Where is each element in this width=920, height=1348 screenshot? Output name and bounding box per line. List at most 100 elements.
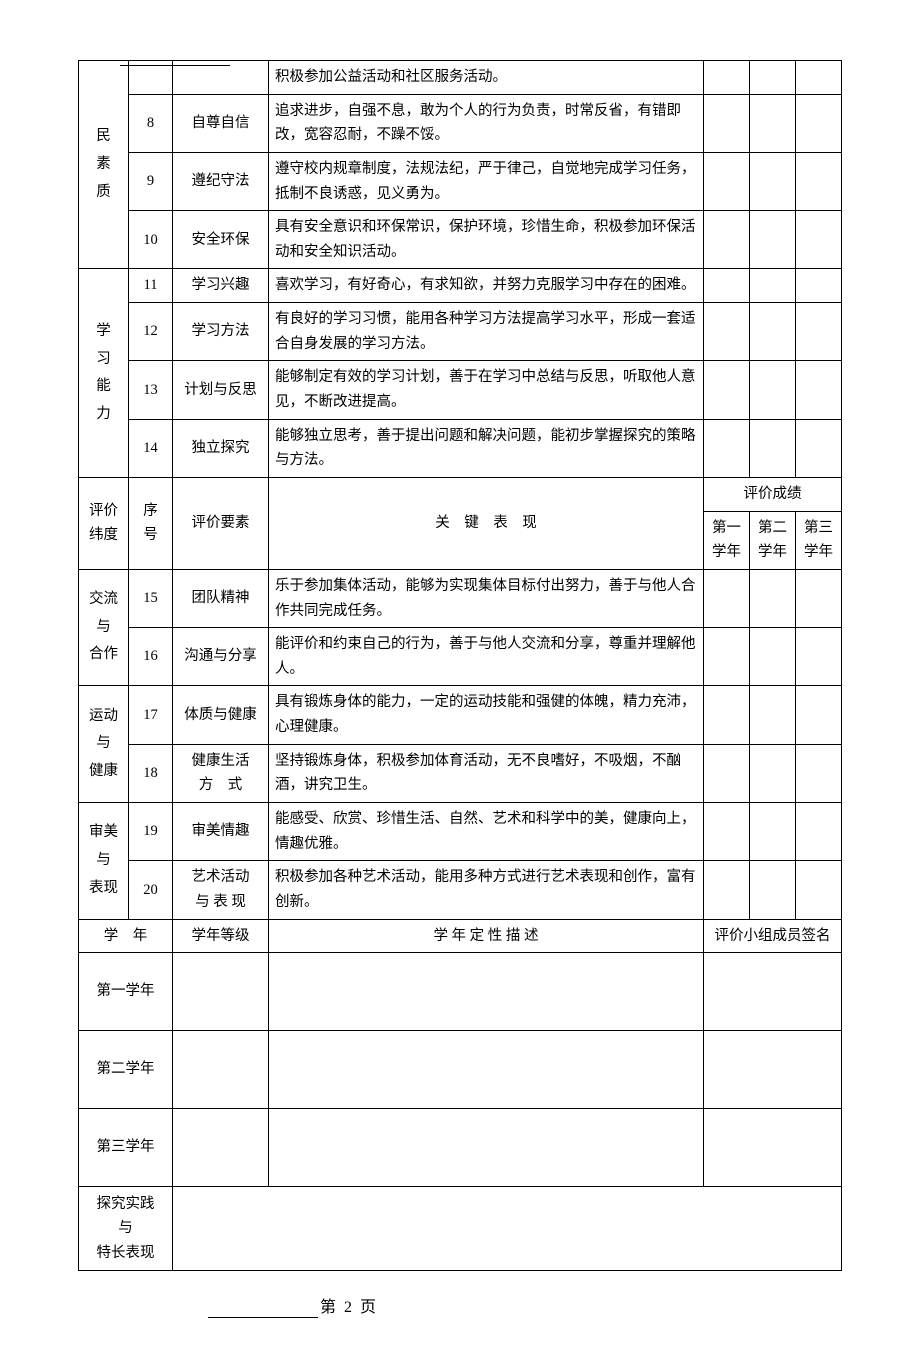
desc-cell: 积极参加各种艺术活动，能用多种方式进行艺术表现和创作，富有创新。 <box>269 861 704 919</box>
score-cell <box>704 803 750 861</box>
seq-cell: 9 <box>129 152 173 210</box>
desc-cell: 能够制定有效的学习计划，善于在学习中总结与反思，听取他人意见，不断改进提高。 <box>269 361 704 419</box>
score-cell <box>796 686 842 744</box>
table-header-row: 评价 纬度 序 号 评价要素 关 键 表 现 评价成绩 <box>79 477 842 511</box>
desc-cell: 坚持锻炼身体，积极参加体育活动，无不良嗜好，不吸烟，不酗酒，讲究卫生。 <box>269 744 704 802</box>
desc-cell: 能评价和约束自己的行为，善于与他人交流和分享，尊重并理解他人。 <box>269 628 704 686</box>
score-cell <box>704 686 750 744</box>
year-label: 第二学年 <box>79 1031 173 1109</box>
score-cell <box>704 861 750 919</box>
grade-cell <box>173 1031 269 1109</box>
score-cell <box>750 686 796 744</box>
desc-cell: 能感受、欣赏、珍惜生活、自然、艺术和科学中的美，健康向上，情趣优雅。 <box>269 803 704 861</box>
score-cell <box>750 361 796 419</box>
table-row: 20 艺术活动 与 表 现 积极参加各种艺术活动，能用多种方式进行艺术表现和创作… <box>79 861 842 919</box>
desc-cell: 积极参加公益活动和社区服务活动。 <box>269 61 704 95</box>
desc-cell: 有良好的学习习惯，能用各种学习方法提高学习水平，形成一套适合自身发展的学习方法。 <box>269 303 704 361</box>
dimension-cell: 民 素 质 <box>79 61 129 269</box>
header-seq: 序 号 <box>129 477 173 569</box>
header-qualitative: 学 年 定 性 描 述 <box>269 919 704 953</box>
desc-cell: 追求进步，自强不息，敢为个人的行为负责，时常反省，有错即改，宽容忍耐，不躁不馁。 <box>269 94 704 152</box>
score-cell <box>750 61 796 95</box>
seq-cell: 16 <box>129 628 173 686</box>
score-cell <box>750 152 796 210</box>
score-cell <box>704 744 750 802</box>
summary-row: 第三学年 <box>79 1109 842 1187</box>
summary-row: 探究实践 与 特长表现 <box>79 1187 842 1271</box>
score-cell <box>796 94 842 152</box>
seq-cell: 15 <box>129 569 173 627</box>
element-cell: 体质与健康 <box>173 686 269 744</box>
desc-cell: 具有锻炼身体的能力，一定的运动技能和强健的体魄，精力充沛，心理健康。 <box>269 686 704 744</box>
element-cell: 安全环保 <box>173 211 269 269</box>
table-row: 运动 与 健康 17 体质与健康 具有锻炼身体的能力，一定的运动技能和强健的体魄… <box>79 686 842 744</box>
header-grade: 学年等级 <box>173 919 269 953</box>
desc-cell: 遵守校内规章制度，法规法纪，严于律己，自觉地完成学习任务，抵制不良诱惑，见义勇为… <box>269 152 704 210</box>
score-cell <box>750 628 796 686</box>
seq-cell: 18 <box>129 744 173 802</box>
element-cell: 遵纪守法 <box>173 152 269 210</box>
header-rule <box>120 65 230 66</box>
table-row: 12 学习方法 有良好的学习习惯，能用各种学习方法提高学习水平，形成一套适合自身… <box>79 303 842 361</box>
header-element: 评价要素 <box>173 477 269 569</box>
year-label: 第三学年 <box>79 1109 173 1187</box>
score-cell <box>750 803 796 861</box>
score-cell <box>704 419 750 477</box>
score-cell <box>750 211 796 269</box>
qualitative-cell <box>269 1031 704 1109</box>
table-row: 10 安全环保 具有安全意识和环保常识，保护环境，珍惜生命，积极参加环保活动和安… <box>79 211 842 269</box>
element-cell: 沟通与分享 <box>173 628 269 686</box>
table-row: 8 自尊自信 追求进步，自强不息，敢为个人的行为负责，时常反省，有错即改，宽容忍… <box>79 94 842 152</box>
score-cell <box>796 744 842 802</box>
score-cell <box>704 211 750 269</box>
score-cell <box>704 628 750 686</box>
practice-label: 探究实践 与 特长表现 <box>79 1187 173 1271</box>
seq-cell: 12 <box>129 303 173 361</box>
seq-cell: 13 <box>129 361 173 419</box>
grade-cell <box>173 953 269 1031</box>
table-row: 审美 与 表现 19 审美情趣 能感受、欣赏、珍惜生活、自然、艺术和科学中的美，… <box>79 803 842 861</box>
element-cell: 独立探究 <box>173 419 269 477</box>
header-signature: 评价小组成员签名 <box>704 919 842 953</box>
score-cell <box>796 569 842 627</box>
score-cell <box>796 61 842 95</box>
score-cell <box>704 94 750 152</box>
score-cell <box>704 303 750 361</box>
signature-cell <box>704 1109 842 1187</box>
desc-cell: 乐于参加集体活动，能够为实现集体目标付出努力，善于与他人合作共同完成任务。 <box>269 569 704 627</box>
page-footer: 第 2 页 <box>78 1293 842 1318</box>
dimension-cell: 学 习 能 力 <box>79 269 129 477</box>
score-cell <box>750 269 796 303</box>
header-year1: 第一 学年 <box>704 511 750 569</box>
score-cell <box>750 94 796 152</box>
summary-row: 第二学年 <box>79 1031 842 1109</box>
score-cell <box>796 269 842 303</box>
score-cell <box>796 303 842 361</box>
score-cell <box>796 211 842 269</box>
desc-cell: 能够独立思考，善于提出问题和解决问题，能初步掌握探究的策略与方法。 <box>269 419 704 477</box>
score-cell <box>796 419 842 477</box>
footer-rule <box>208 1317 318 1318</box>
dimension-cell: 交流 与 合作 <box>79 569 129 686</box>
summary-row: 第一学年 <box>79 953 842 1031</box>
table-row: 14 独立探究 能够独立思考，善于提出问题和解决问题，能初步掌握探究的策略与方法… <box>79 419 842 477</box>
header-dimension: 评价 纬度 <box>79 477 129 569</box>
score-cell <box>704 152 750 210</box>
header-year: 学 年 <box>79 919 173 953</box>
element-cell: 自尊自信 <box>173 94 269 152</box>
seq-cell: 11 <box>129 269 173 303</box>
seq-cell: 10 <box>129 211 173 269</box>
header-score: 评价成绩 <box>704 477 842 511</box>
dimension-cell: 审美 与 表现 <box>79 803 129 920</box>
score-cell <box>704 361 750 419</box>
summary-header-row: 学 年 学年等级 学 年 定 性 描 述 评价小组成员签名 <box>79 919 842 953</box>
evaluation-table: 民 素 质 积极参加公益活动和社区服务活动。 8 自尊自信 追求进步，自强不息，… <box>78 60 842 1271</box>
header-year3: 第三 学年 <box>796 511 842 569</box>
signature-cell <box>704 953 842 1031</box>
seq-cell: 19 <box>129 803 173 861</box>
signature-cell <box>704 1031 842 1109</box>
seq-cell: 8 <box>129 94 173 152</box>
score-cell <box>750 569 796 627</box>
grade-cell <box>173 1109 269 1187</box>
document-page: 民 素 质 积极参加公益活动和社区服务活动。 8 自尊自信 追求进步，自强不息，… <box>0 0 920 1348</box>
